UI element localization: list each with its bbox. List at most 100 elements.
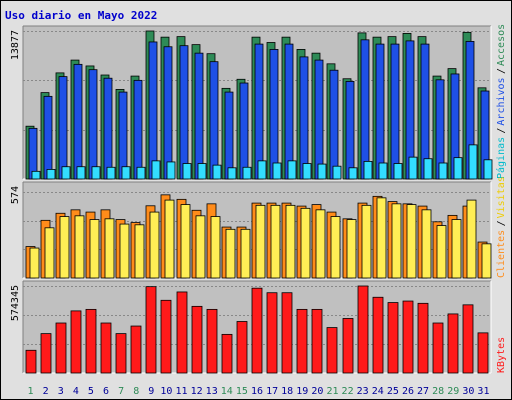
bar-top-pginas-day-23: [363, 161, 373, 180]
bar-top-archivos-day-12: [194, 52, 204, 180]
panel-bottom-legend: KBytes: [496, 337, 507, 373]
bar-top-pginas-day-27: [423, 158, 433, 180]
legend-accesos: Accesos: [496, 24, 507, 66]
panel-middle: 574: [10, 181, 492, 279]
panel-top-legend: Páginas / Archivos / Accesos: [495, 24, 507, 179]
bar-top-pginas-day-16: [257, 160, 267, 180]
bar-bottom-kbytes-day-14: [221, 333, 233, 374]
bar-bottom-kbytes-day-12: [191, 305, 203, 374]
bar-middle-clientes-day-27: [421, 209, 432, 279]
legend-pginas: Páginas: [495, 137, 507, 179]
bar-bottom-kbytes-day-2: [40, 333, 52, 374]
bar-top-pginas-day-8: [136, 166, 146, 180]
bar-top-pginas-day-5: [91, 166, 101, 180]
x-tick-label-2: 2: [43, 386, 49, 397]
x-tick-label-9: 9: [148, 386, 154, 397]
legend-archivos: Archivos: [496, 77, 507, 125]
bar-top-pginas-day-24: [378, 162, 388, 180]
bar-middle-clientes-day-22: [346, 219, 357, 279]
x-tick-label-8: 8: [133, 386, 139, 397]
bar-top-pginas-day-20: [317, 163, 327, 180]
bar-middle-clientes-day-17: [270, 204, 281, 279]
panel-bottom: 574345: [10, 280, 492, 374]
bar-top-pginas-day-25: [393, 163, 403, 180]
bar-top-pginas-day-7: [121, 166, 131, 180]
x-tick-label-7: 7: [118, 386, 124, 397]
bar-bottom-kbytes-day-18: [281, 292, 293, 374]
bar-middle-clientes-day-16: [255, 204, 266, 279]
bar-middle-clientes-day-11: [180, 204, 191, 279]
panel-top: 13877: [10, 25, 493, 180]
bar-top-pginas-day-4: [76, 166, 86, 180]
panel-top-legend-separator-1: /: [496, 128, 507, 134]
bar-top-pginas-day-14: [227, 167, 237, 180]
x-tick-label-24: 24: [372, 386, 384, 397]
bar-bottom-kbytes-day-20: [311, 308, 323, 374]
bar-bottom-kbytes-day-13: [206, 308, 218, 374]
bar-top-pginas-day-1: [31, 170, 41, 180]
x-tick-label-28: 28: [432, 386, 444, 397]
bar-bottom-kbytes-day-16: [251, 287, 263, 374]
bar-top-pginas-day-28: [438, 162, 448, 180]
x-tick-label-19: 19: [296, 386, 308, 397]
bar-bottom-kbytes-day-1: [25, 349, 37, 374]
x-tick-label-31: 31: [477, 386, 489, 397]
x-tick-label-29: 29: [447, 386, 459, 397]
bar-middle-clientes-day-8: [134, 224, 145, 279]
x-tick-label-25: 25: [387, 386, 399, 397]
x-tick-label-30: 30: [462, 386, 474, 397]
bar-bottom-kbytes-day-15: [236, 321, 248, 374]
bar-top-pginas-day-31: [483, 159, 493, 180]
x-tick-label-14: 14: [221, 386, 233, 397]
x-tick-label-6: 6: [103, 386, 109, 397]
bar-middle-clientes-day-31: [481, 243, 492, 279]
bar-middle-clientes-day-23: [361, 204, 372, 279]
chart-title: Uso diario en Mayo 2022: [5, 9, 157, 22]
x-tick-label-13: 13: [206, 386, 218, 397]
x-axis-labels: 1 2 3 4 5 6 7 8 9 10 11 12 13 14 15 16 17 18 19 20 21 22 23 24 2…: [28, 386, 490, 397]
bar-top-archivos-day-5: [88, 69, 98, 180]
x-tick-label-16: 16: [251, 386, 263, 397]
bar-top-pginas-day-13: [212, 164, 222, 180]
bar-top-archivos-day-16: [254, 43, 264, 180]
bar-bottom-kbytes-day-27: [417, 302, 429, 374]
bar-bottom-kbytes-day-19: [296, 308, 308, 374]
bar-middle-clientes-day-21: [330, 216, 341, 279]
bar-middle-clientes-day-9: [149, 211, 160, 279]
bar-middle-clientes-day-24: [376, 197, 387, 279]
bar-top-archivos-day-14: [224, 91, 234, 180]
bar-top-pginas-day-12: [197, 163, 207, 180]
bar-top-archivos-day-10: [163, 46, 173, 180]
panel-top-ymax-label: 13877: [10, 30, 21, 60]
bar-top-archivos-day-8: [133, 79, 143, 180]
bar-top-pginas-day-26: [408, 156, 418, 180]
bar-middle-clientes-day-7: [119, 223, 130, 279]
bar-bottom-kbytes-day-11: [176, 291, 188, 374]
bar-bottom-kbytes-day-23: [357, 285, 369, 374]
bar-middle-clientes-day-29: [451, 219, 462, 279]
bar-bottom-kbytes-day-9: [145, 286, 157, 374]
bar-middle-clientes-day-5: [89, 219, 100, 279]
legend-kbytes: KBytes: [496, 337, 507, 373]
x-tick-label-1: 1: [28, 386, 34, 397]
bar-top-pginas-day-9: [151, 160, 161, 180]
bar-middle-clientes-day-13: [210, 216, 221, 279]
bar-top-archivos-day-19: [299, 56, 309, 180]
bar-bottom-kbytes-day-25: [387, 302, 399, 374]
bar-top-archivos-day-7: [118, 91, 128, 180]
bar-top-pginas-day-19: [302, 163, 312, 180]
bar-bottom-kbytes-day-29: [447, 313, 459, 374]
bar-top-pginas-day-18: [287, 160, 297, 180]
bar-middle-clientes-day-10: [164, 199, 175, 279]
bar-middle-clientes-day-3: [59, 216, 70, 279]
x-tick-label-4: 4: [73, 386, 79, 397]
bar-bottom-kbytes-day-26: [402, 300, 414, 374]
bar-bottom-kbytes-day-8: [130, 325, 142, 374]
bar-bottom-kbytes-day-7: [115, 333, 127, 374]
bar-top-pginas-day-30: [468, 144, 478, 180]
x-tick-label-18: 18: [281, 386, 293, 397]
bar-middle-clientes-day-20: [315, 209, 326, 279]
panel-middle-legend-separator-1: /: [496, 220, 507, 226]
bar-top-archivos-day-20: [314, 59, 324, 180]
